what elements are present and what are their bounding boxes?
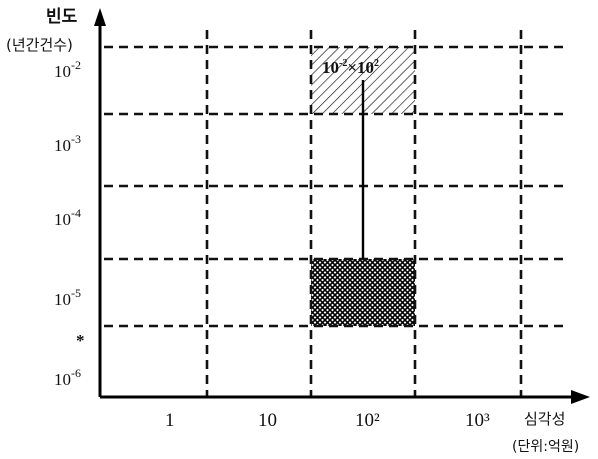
x-tick-label: 1 — [165, 410, 175, 431]
x-axis-unit: (단위:억원) — [512, 439, 579, 455]
x-tick-label: 10³ — [465, 410, 490, 431]
y-tick-label: 10-6 — [54, 366, 81, 389]
horizontal-grid — [104, 45, 566, 328]
vertical-grid — [205, 30, 523, 397]
x-axis-title: 심각성 — [524, 410, 565, 428]
x-axis-arrowhead — [571, 390, 590, 404]
y-tick-label: 10-3 — [54, 132, 81, 155]
y-tick-label: 10-2 — [54, 58, 81, 81]
y-axis-glyph: * — [76, 331, 85, 350]
y-axis-arrowhead — [94, 8, 106, 26]
x-tick-label: 10² — [355, 410, 380, 431]
y-tick-label: 10-4 — [54, 206, 81, 229]
x-tick-label: 10 — [258, 410, 277, 431]
y-axis-title: 빈도 — [46, 7, 78, 27]
y-tick-labels: 10-2 10-3 10-4 10-5 10-6 — [54, 58, 81, 389]
x-tick-labels: 1 10 10² 10³ — [165, 410, 490, 431]
y-axis-unit: (년간건수) — [6, 36, 73, 54]
low-frequency-region — [311, 259, 415, 326]
region-annotation: 10-2×102 — [322, 58, 379, 77]
y-tick-label: 10-5 — [54, 286, 81, 309]
